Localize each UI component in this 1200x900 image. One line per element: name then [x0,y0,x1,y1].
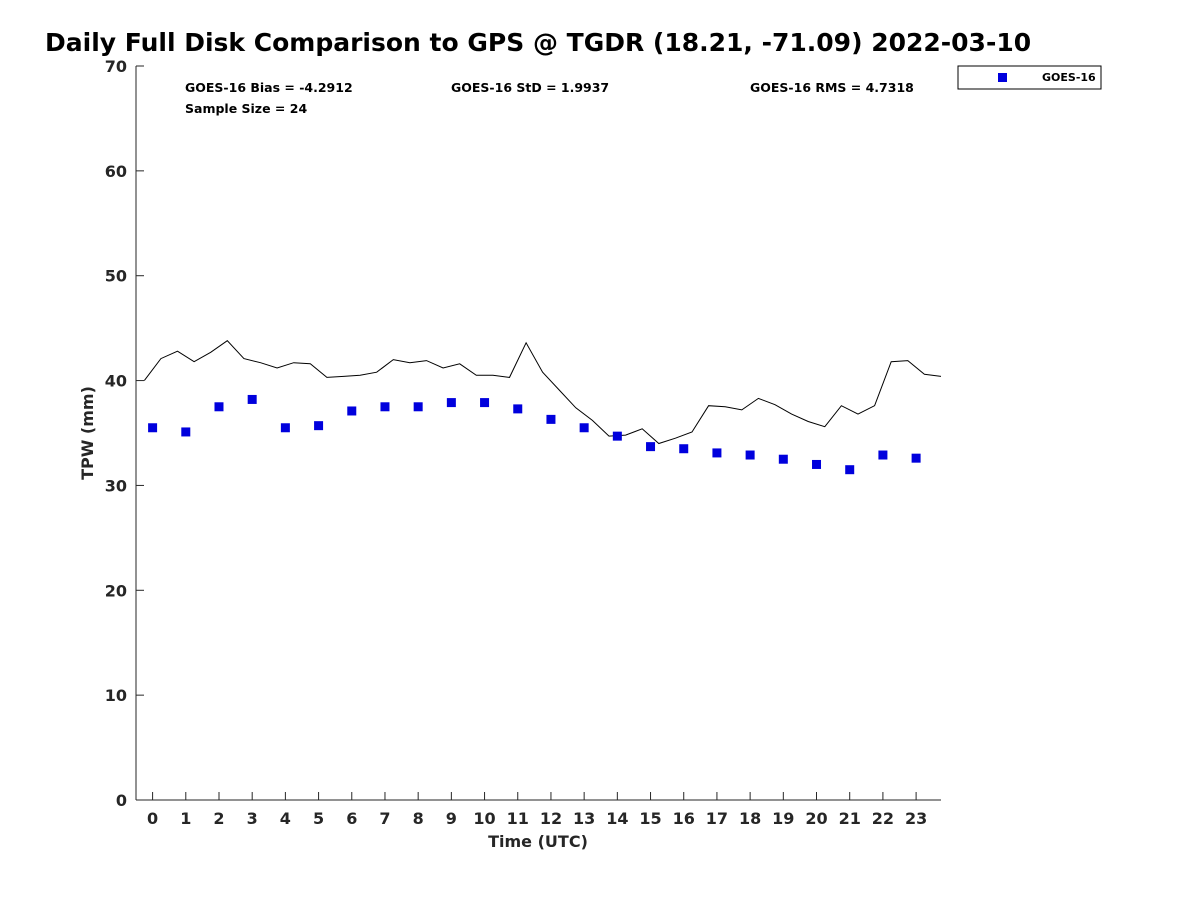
goes-16-point [347,406,357,416]
goes-16-point [546,414,556,424]
x-tick-label: 13 [573,809,595,828]
goes-16-point [513,404,523,414]
x-tick-label: 17 [706,809,728,828]
y-tick-label: 40 [105,372,127,391]
y-tick-label: 60 [105,162,127,181]
goes-16-point [812,459,822,469]
x-tick-label: 9 [446,809,457,828]
x-tick-label: 20 [805,809,827,828]
x-tick-label: 6 [346,809,357,828]
goes-16-point [878,450,888,460]
goes-16-point [446,398,456,408]
rms-stat: GOES-16 RMS = 4.7318 [750,80,914,95]
x-tick-label: 7 [379,809,390,828]
goes-16-point [480,398,490,408]
x-tick-label: 23 [905,809,927,828]
y-tick-label: 50 [105,267,127,286]
x-tick-label: 3 [247,809,258,828]
chart-title: Daily Full Disk Comparison to GPS @ TGDR… [45,28,1032,57]
std-stat: GOES-16 StD = 1.9937 [451,80,609,95]
x-axis-label: Time (UTC) [488,832,588,851]
goes-16-point [181,427,191,437]
x-tick-label: 18 [739,809,761,828]
bias-stat: GOES-16 Bias = -4.2912 [185,80,353,95]
x-tick-label: 15 [639,809,661,828]
x-tick-label: 4 [280,809,291,828]
goes-16-point [214,402,224,412]
goes-16-point [745,450,755,460]
legend: GOES-16 [957,65,1102,90]
x-tick-label: 21 [839,809,861,828]
x-tick-label: 16 [673,809,695,828]
x-tick-label: 22 [872,809,894,828]
sample-size-stat: Sample Size = 24 [185,101,307,116]
goes-16-point [712,448,722,458]
y-tick-label: 30 [105,476,127,495]
legend-label-goes-16: GOES-16 [1042,71,1096,84]
goes-16-point [579,423,589,433]
x-tick-label: 8 [413,809,424,828]
goes-16-point [646,442,656,452]
goes-16-point [148,423,158,433]
goes-16-point [778,454,788,464]
goes-16-point [314,421,324,431]
goes-16-point [845,465,855,475]
goes-16-point [247,394,257,404]
goes-16-point [612,431,622,441]
x-tick-label: 1 [180,809,191,828]
y-tick-label: 10 [105,686,127,705]
goes-16-point [413,402,423,412]
gps-series [143,340,942,445]
gps-line [143,340,942,445]
goes-16-point [280,423,290,433]
x-tick-label: 10 [473,809,495,828]
legend-box [957,65,1102,90]
goes-16-point [911,453,921,463]
x-tick-label: 14 [606,809,628,828]
y-axis-label: TPW (mm) [78,386,97,480]
goes-16-point [380,402,390,412]
y-tick-label: 20 [105,581,127,600]
legend-marker-goes-16 [998,73,1007,82]
axes [135,66,941,801]
y-tick-label: 70 [105,57,127,76]
x-tick-label: 2 [213,809,224,828]
y-tick-label: 0 [116,791,127,810]
x-tick-label: 12 [540,809,562,828]
goes-16-series [148,394,921,475]
x-tick-label: 0 [147,809,158,828]
x-tick-label: 5 [313,809,324,828]
x-tick-label: 11 [507,809,529,828]
goes-16-point [679,444,689,454]
x-tick-label: 19 [772,809,794,828]
